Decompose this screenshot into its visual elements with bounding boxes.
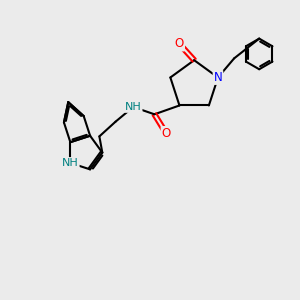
Text: O: O (175, 38, 184, 50)
Text: N: N (214, 71, 222, 84)
Text: O: O (162, 127, 171, 140)
Text: NH: NH (62, 158, 79, 168)
Text: NH: NH (125, 102, 142, 112)
